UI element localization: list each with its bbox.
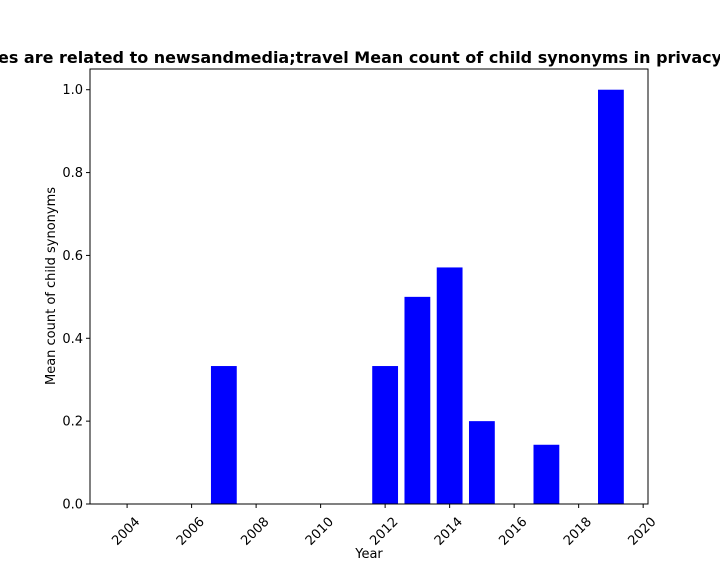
bar-2013 bbox=[404, 296, 431, 504]
chart-title: es are related to newsandmedia;travel Me… bbox=[0, 48, 720, 67]
bar-2017 bbox=[533, 444, 560, 504]
y-tick-label: 0.8 bbox=[62, 166, 83, 181]
y-tick-label: 1.0 bbox=[62, 83, 83, 98]
y-axis-ticks: 0.0 0.2 0.4 0.6 0.8 1.0 bbox=[62, 83, 90, 513]
y-tick-label: 0.2 bbox=[62, 415, 83, 430]
x-tick-label: 2020 bbox=[625, 515, 659, 549]
x-axis-ticks: 2004 2006 2008 2010 2012 2014 2016 2018 2020 bbox=[109, 504, 659, 549]
x-tick-label: 2012 bbox=[367, 515, 401, 549]
x-tick-label: 2010 bbox=[303, 515, 337, 549]
bar-2019 bbox=[598, 89, 624, 504]
bar-2014 bbox=[436, 267, 463, 504]
x-tick-label: 2018 bbox=[561, 515, 595, 549]
x-tick-label: 2016 bbox=[496, 515, 530, 549]
y-tick-label: 0.0 bbox=[62, 498, 83, 513]
y-axis-label: Mean count of child synonyms bbox=[44, 187, 59, 385]
x-tick-label: 2006 bbox=[174, 515, 208, 549]
x-tick-label: 2014 bbox=[432, 515, 466, 549]
bar-2015 bbox=[468, 421, 495, 504]
x-tick-label: 2004 bbox=[109, 515, 143, 549]
bar-2007 bbox=[210, 366, 237, 504]
bars-layer bbox=[210, 89, 624, 504]
y-tick-label: 0.6 bbox=[62, 249, 83, 264]
x-tick-label: 2008 bbox=[238, 515, 272, 549]
plot-frame bbox=[89, 68, 649, 505]
x-axis-label: Year bbox=[354, 547, 383, 562]
bar-2012 bbox=[372, 366, 399, 504]
y-tick-label: 0.4 bbox=[62, 332, 83, 347]
